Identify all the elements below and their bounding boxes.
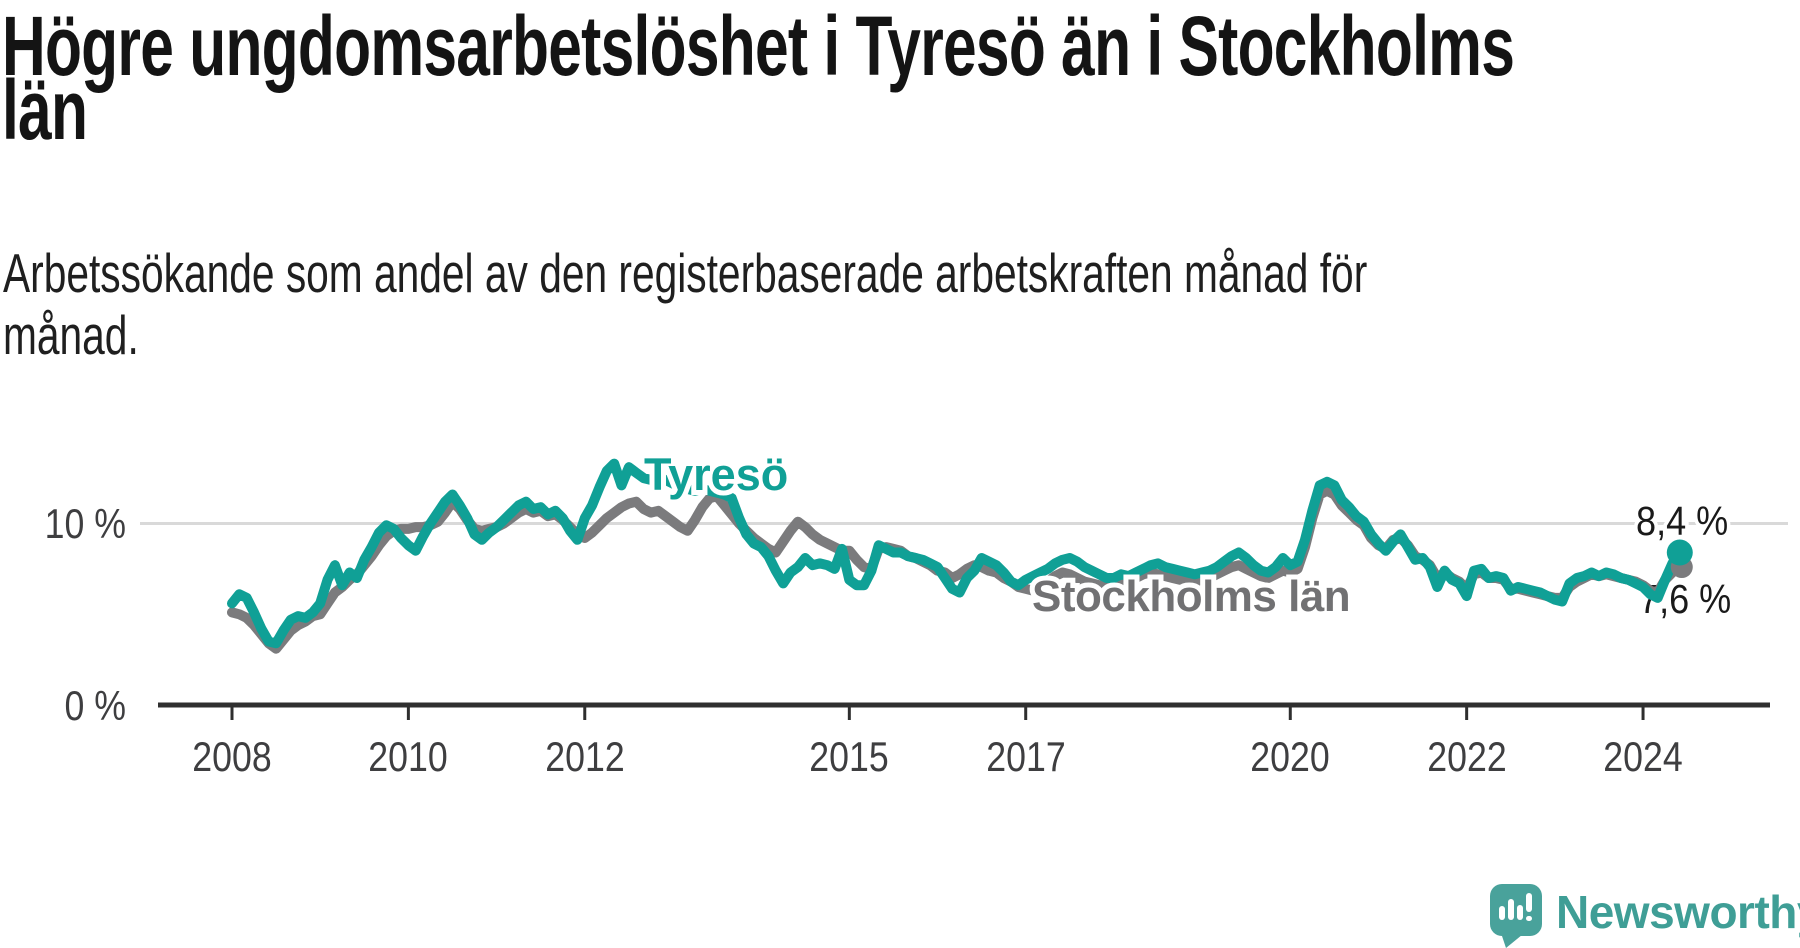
series-label-stockholm: Stockholms län [1027,570,1356,624]
newsworthy-logo-text: Newsworthy [1556,886,1800,938]
y-axis-label-10: 10 % [44,500,126,547]
x-axis-label-2017: 2017 [985,733,1066,780]
chart-title-line-2: län [2,63,88,157]
y-axis-label-0: 0 % [64,682,126,729]
chart-subtitle-line-2: månad. [3,304,139,366]
x-axis-label-2015: 2015 [809,733,890,780]
x-axis-label-2008: 2008 [192,733,272,780]
x-axis-label-2010: 2010 [368,733,449,780]
x-axis-label-2020: 2020 [1250,733,1330,780]
x-axis-label-2022: 2022 [1426,733,1507,780]
x-axis-ticks [230,707,1645,720]
x-axis-label-2024: 2024 [1603,733,1683,780]
chart-subtitle-line-1: Arbetssökande som andel av den registerb… [3,242,1368,304]
end-value-label-tyreso: 8,4 % [1632,497,1731,546]
x-axis-label-2012: 2012 [545,733,625,780]
chart-title-line-1: Högre ungdomsarbetslöshet i Tyresö än i … [2,0,1515,93]
series-label-tyreso: Tyresö [639,447,793,502]
tyreso-line [227,458,1685,649]
tyreso-end-dot [1666,539,1693,566]
